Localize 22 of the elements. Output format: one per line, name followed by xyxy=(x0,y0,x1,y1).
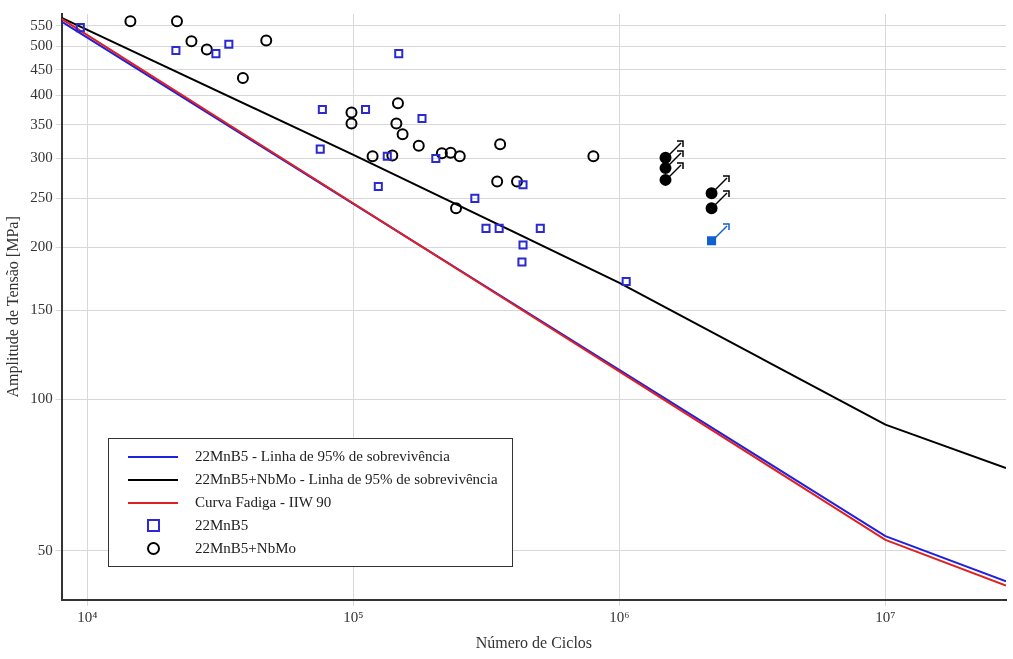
y-tick-label: 250 xyxy=(30,189,53,206)
x-tick-label: 10⁴ xyxy=(77,608,98,625)
x-tick-label: 10⁶ xyxy=(609,608,630,625)
y-tick-label: 100 xyxy=(30,390,53,407)
y-tick-label: 450 xyxy=(30,60,53,77)
y-tick-label: 500 xyxy=(30,37,53,54)
y-tick-label: 300 xyxy=(30,149,53,166)
legend-label: 22MnB5+NbMo - Linha de 95% de sobrevivência xyxy=(195,471,498,488)
x-tick-label: 10⁷ xyxy=(875,608,896,625)
legend-label: 22MnB5 xyxy=(195,517,249,534)
x-axis-title: Número de Ciclos xyxy=(475,633,593,651)
y-tick-label: 150 xyxy=(30,301,53,318)
legend-label: Curva Fadiga - IIW 90 xyxy=(195,494,332,511)
y-tick-label: 200 xyxy=(30,238,53,255)
y-axis-title: Amplitude de Tensão [MPa] xyxy=(3,216,22,398)
y-tick-label: 50 xyxy=(37,541,53,558)
x-tick-label: 10⁵ xyxy=(343,608,364,625)
y-tick-label: 400 xyxy=(30,86,53,103)
legend-label: 22MnB5 - Linha de 95% de sobrevivência xyxy=(195,448,450,465)
y-tick-label: 550 xyxy=(30,16,53,33)
y-tick-label: 350 xyxy=(30,115,53,132)
legend-label: 22MnB5+NbMo xyxy=(195,540,296,557)
